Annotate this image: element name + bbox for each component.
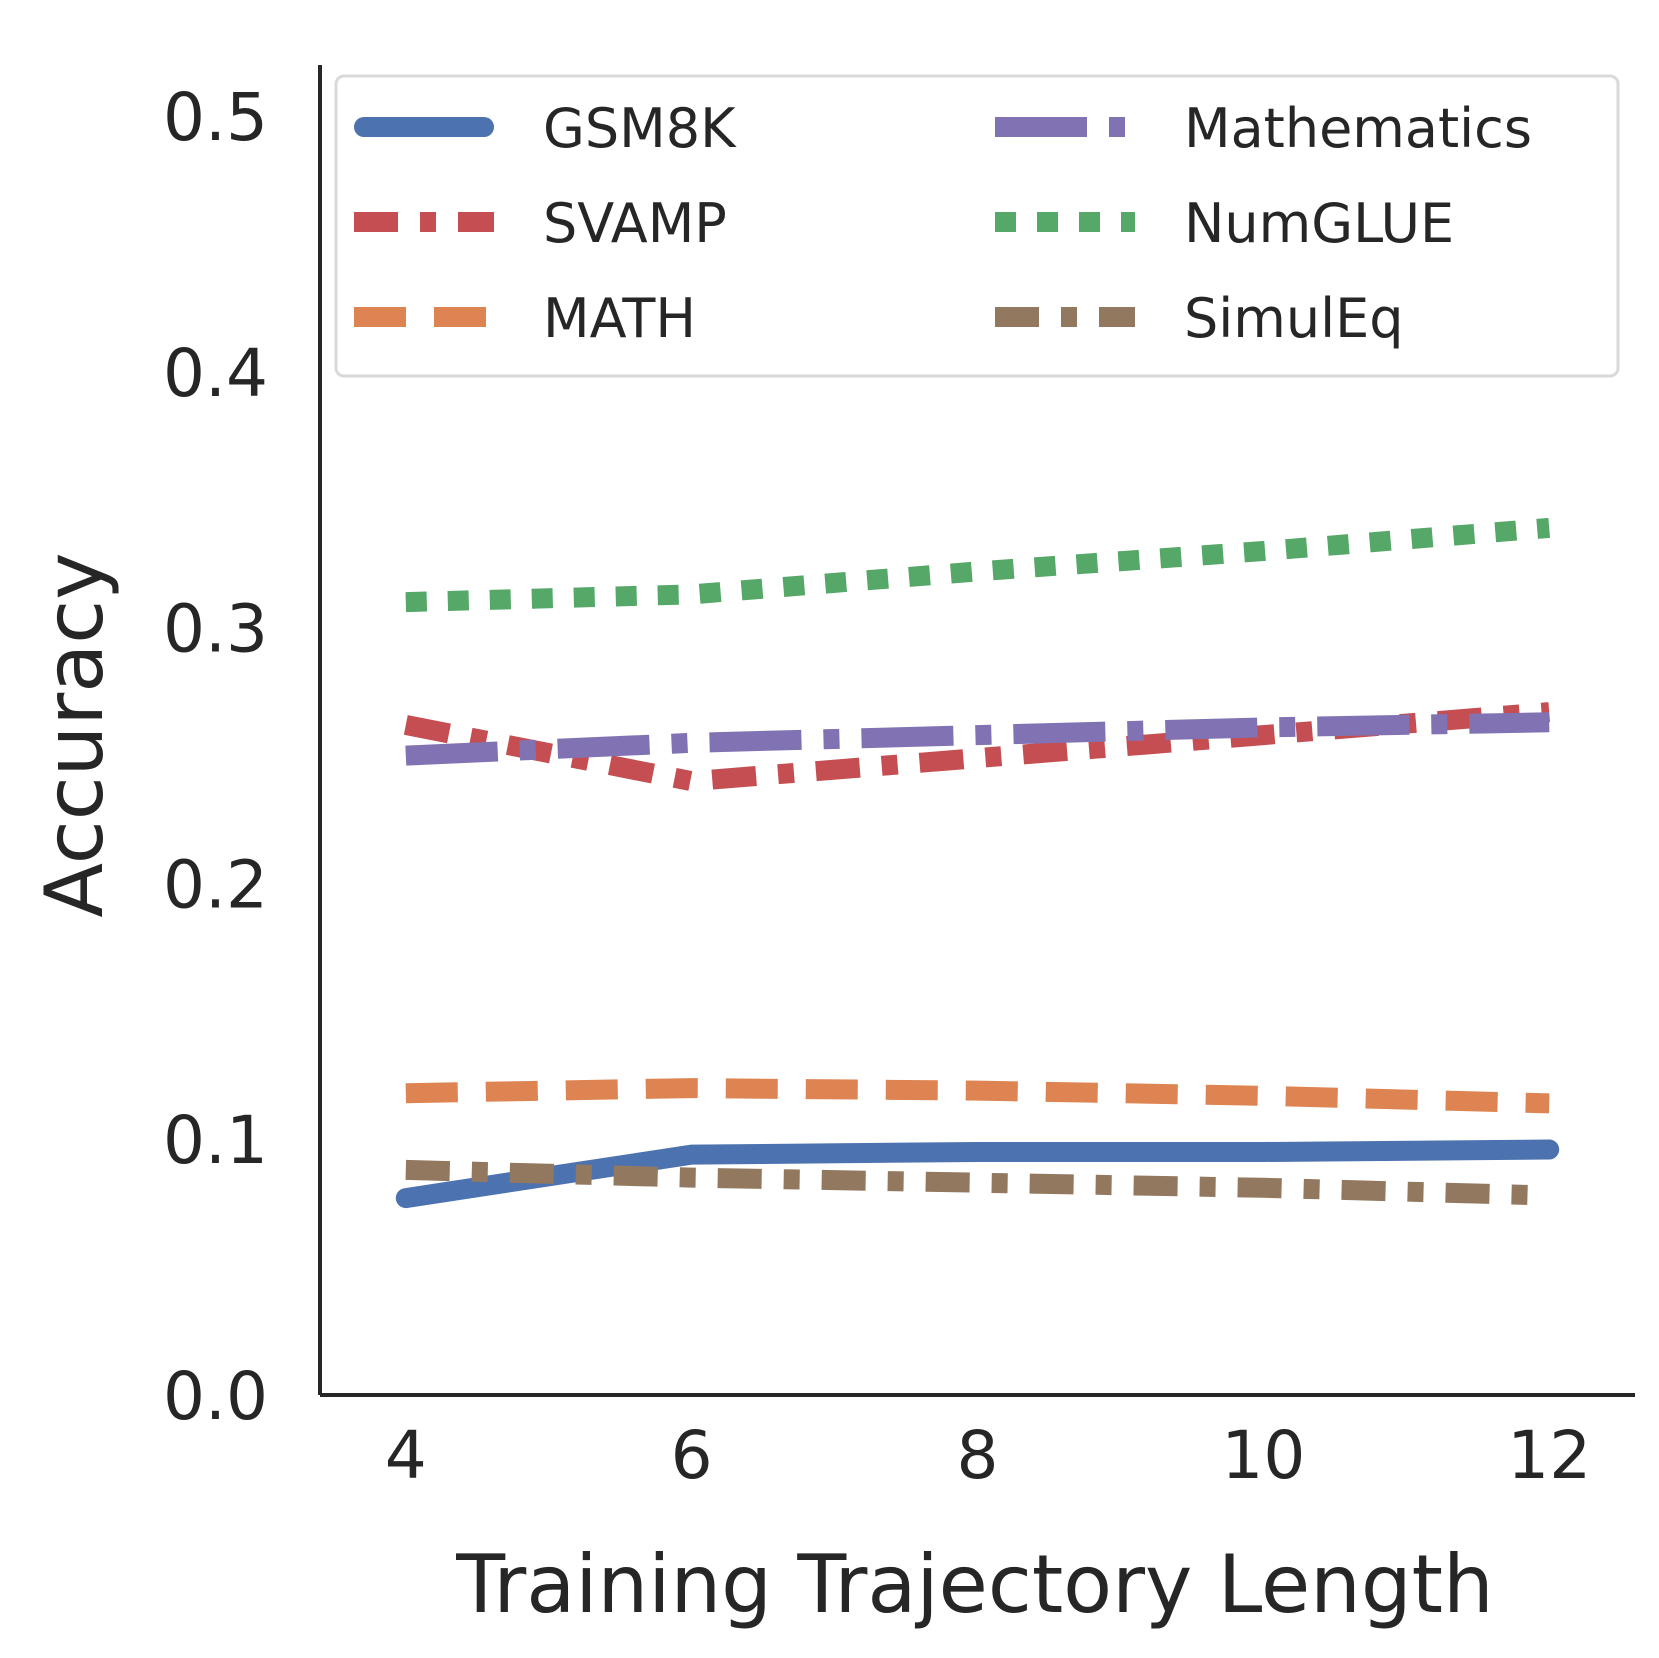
y-tick-label: 0.5 <box>163 79 268 156</box>
y-tick-label: 0.3 <box>163 591 268 668</box>
y-tick-label: 0.4 <box>163 335 268 412</box>
x-axis-label: Training Trajectory Length <box>455 1538 1493 1631</box>
legend-label-simuleq: SimulEq <box>1184 287 1404 350</box>
x-tick-label: 6 <box>671 1417 713 1494</box>
legend-label-svamp: SVAMP <box>543 192 727 255</box>
y-tick-label: 0.0 <box>163 1358 268 1435</box>
legend-label-numglue: NumGLUE <box>1184 192 1454 255</box>
legend-label-mathematics: Mathematics <box>1184 97 1532 160</box>
x-tick-label: 4 <box>385 1417 427 1494</box>
legend-frame <box>334 74 1620 378</box>
series-line-mathematics <box>405 712 1550 766</box>
series-line-math <box>405 1078 1550 1114</box>
y-axis-label: Accuracy <box>28 552 121 917</box>
series-line-simuleq <box>405 1159 1550 1206</box>
legend: GSM8K SVAMP MATH Mathematics NumGLUE SimulEq <box>334 74 1620 378</box>
series-line-numglue <box>405 517 1551 613</box>
legend-label-gsm8k: GSM8K <box>543 97 737 160</box>
legend-item-math: MATH <box>354 287 696 350</box>
x-tick-label: 10 <box>1221 1417 1305 1494</box>
legend-item-gsm8k: GSM8K <box>354 97 737 160</box>
legend-entries: GSM8K SVAMP MATH Mathematics NumGLUE SimulEq <box>354 97 1532 350</box>
legend-item-simuleq: SimulEq <box>995 287 1404 350</box>
legend-item-svamp: SVAMP <box>354 192 727 255</box>
x-tick-labels: 4 6 8 10 12 <box>385 1417 1591 1494</box>
legend-item-numglue: NumGLUE <box>995 192 1454 255</box>
legend-item-mathematics: Mathematics <box>995 97 1532 160</box>
y-tick-label: 0.1 <box>163 1102 268 1179</box>
x-tick-label: 12 <box>1507 1417 1591 1494</box>
legend-label-math: MATH <box>543 287 696 350</box>
series-layer <box>395 517 1560 1209</box>
y-tick-label: 0.2 <box>163 847 268 924</box>
series-line-gsm8k <box>395 1139 1560 1209</box>
y-tick-labels: 0.0 0.1 0.2 0.3 0.4 0.5 <box>163 79 268 1435</box>
x-tick-label: 8 <box>957 1417 999 1494</box>
